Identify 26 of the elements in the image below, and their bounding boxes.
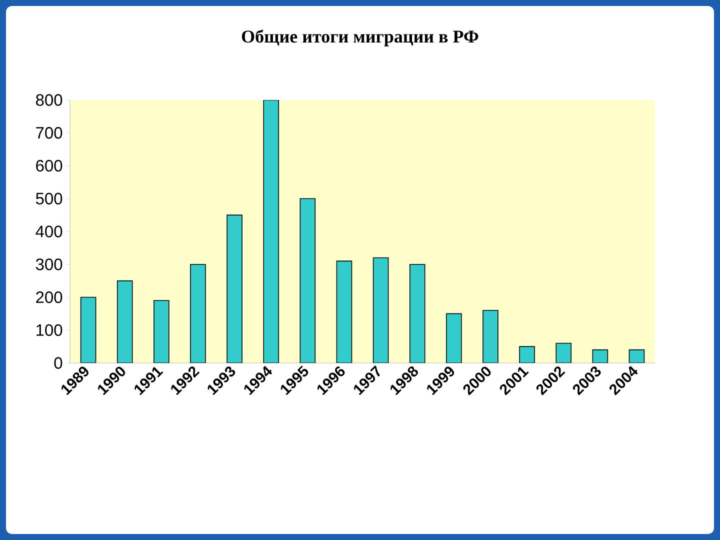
bar <box>446 313 462 363</box>
y-tick-label: 600 <box>36 160 62 172</box>
bar <box>519 346 535 363</box>
y-tick-label: 0 <box>54 357 62 369</box>
y-tick-label: 800 <box>36 94 62 106</box>
y-tick-label: 400 <box>36 226 62 238</box>
bar <box>154 300 170 363</box>
bar <box>116 280 133 363</box>
y-tick-label: 200 <box>36 291 62 304</box>
bar <box>556 342 572 363</box>
y-tick-label: 700 <box>36 127 62 139</box>
bar <box>592 349 608 363</box>
bar <box>190 264 206 363</box>
bar <box>80 296 96 363</box>
chart-title: Общие итоги миграции в РФ <box>242 30 478 46</box>
y-tick-label: 500 <box>36 192 62 204</box>
bar <box>226 214 242 363</box>
y-tick-label: 300 <box>36 258 62 270</box>
bar <box>336 260 352 363</box>
bar <box>482 310 498 363</box>
bar <box>628 349 645 363</box>
bar <box>409 264 426 363</box>
bar <box>300 198 316 363</box>
bar <box>372 257 389 363</box>
y-tick-label: 100 <box>36 324 62 336</box>
bar <box>263 100 280 363</box>
